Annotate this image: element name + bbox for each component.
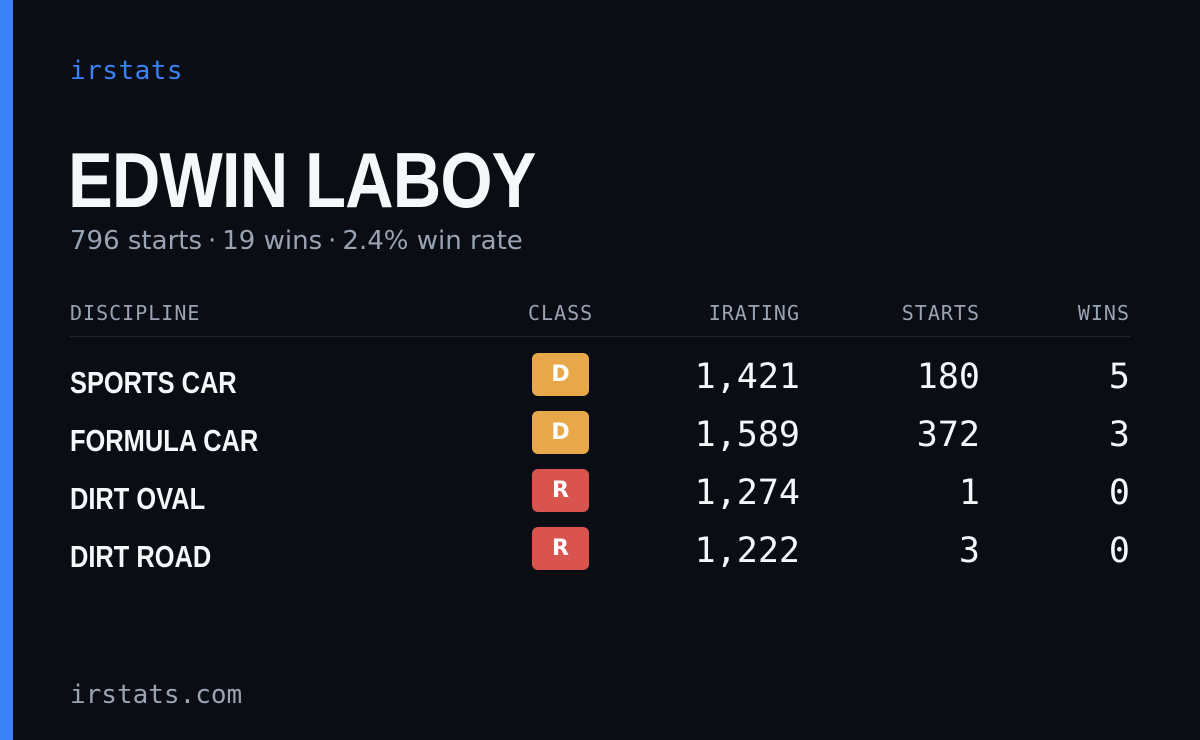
header-wins: WINS — [1077, 301, 1130, 325]
class-badge: D — [532, 411, 589, 454]
discipline-name: DIRT ROAD — [70, 539, 212, 574]
class-badge: R — [532, 527, 589, 570]
irating-value: 1,421 — [694, 357, 800, 397]
header-discipline: DISCIPLINE — [70, 301, 201, 325]
wins-value: 0 — [1108, 473, 1130, 513]
wins-value: 0 — [1108, 531, 1130, 571]
table-row: DIRT OVAL R 1,274 1 0 — [70, 469, 1130, 527]
starts-value: 372 — [916, 415, 980, 455]
separator: · — [208, 226, 217, 256]
irating-value: 1,589 — [694, 415, 800, 455]
irating-value: 1,222 — [694, 531, 800, 571]
wins-value: 3 — [1108, 415, 1130, 455]
table-body: SPORTS CAR D 1,421 180 5 FORMULA CAR D 1… — [70, 353, 1130, 585]
starts-value: 3 — [958, 531, 980, 571]
stats-table: DISCIPLINE CLASS IRATING STARTS WINS SPO… — [70, 298, 1130, 585]
footer-url[interactable]: irstats.com — [70, 680, 243, 710]
starts-value: 1 — [958, 473, 980, 513]
starts-count: 796 starts — [70, 226, 202, 256]
driver-summary: 796 starts · 19 wins · 2.4% win rate — [70, 226, 523, 256]
table-row: SPORTS CAR D 1,421 180 5 — [70, 353, 1130, 411]
discipline-name: DIRT OVAL — [70, 481, 206, 516]
driver-name: EDWIN LABOY — [68, 136, 536, 224]
starts-value: 180 — [916, 357, 980, 397]
accent-bar — [0, 0, 13, 740]
header-class: CLASS — [528, 301, 594, 325]
brand-logo-text[interactable]: irstats — [70, 56, 184, 86]
table-header: DISCIPLINE CLASS IRATING STARTS WINS — [70, 298, 1130, 337]
class-badge: R — [532, 469, 589, 512]
win-rate: 2.4% win rate — [342, 226, 523, 256]
irating-value: 1,274 — [694, 473, 800, 513]
discipline-name: FORMULA CAR — [70, 423, 259, 458]
header-starts: STARTS — [901, 301, 980, 325]
header-irating: IRATING — [708, 301, 800, 325]
class-badge: D — [532, 353, 589, 396]
wins-value: 5 — [1108, 357, 1130, 397]
table-row: FORMULA CAR D 1,589 372 3 — [70, 411, 1130, 469]
wins-count: 19 wins — [222, 226, 323, 256]
table-row: DIRT ROAD R 1,222 3 0 — [70, 527, 1130, 585]
discipline-name: SPORTS CAR — [70, 365, 237, 400]
separator: · — [328, 226, 337, 256]
